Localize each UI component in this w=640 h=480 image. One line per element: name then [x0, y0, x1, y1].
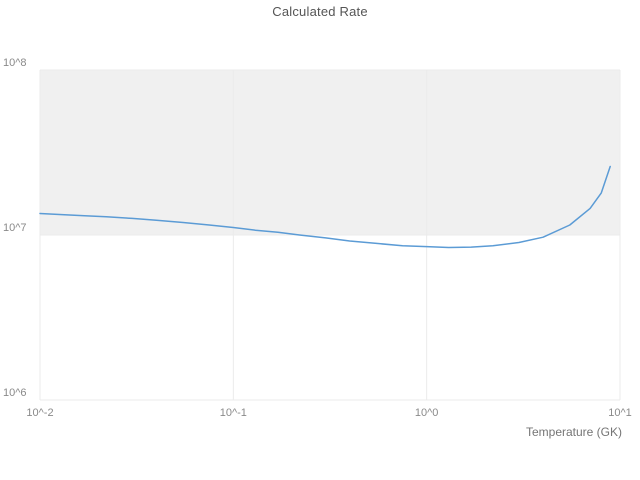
x-tick-label: 10^-2 [26, 407, 53, 419]
highlight-band [40, 70, 620, 235]
series-line-rate [39, 165, 611, 249]
chart-title: Calculated Rate [272, 4, 368, 19]
x-tick-label: 10^1 [608, 407, 632, 419]
x-tick-label: 10^-1 [220, 407, 247, 419]
x-tick-label: 10^0 [415, 407, 439, 419]
y-tick-label: 10^6 [3, 387, 27, 399]
y-tick-label: 10^7 [3, 222, 27, 234]
x-axis-label: Temperature (GK) [525, 425, 622, 439]
y-tick-label: 10^8 [3, 57, 27, 69]
